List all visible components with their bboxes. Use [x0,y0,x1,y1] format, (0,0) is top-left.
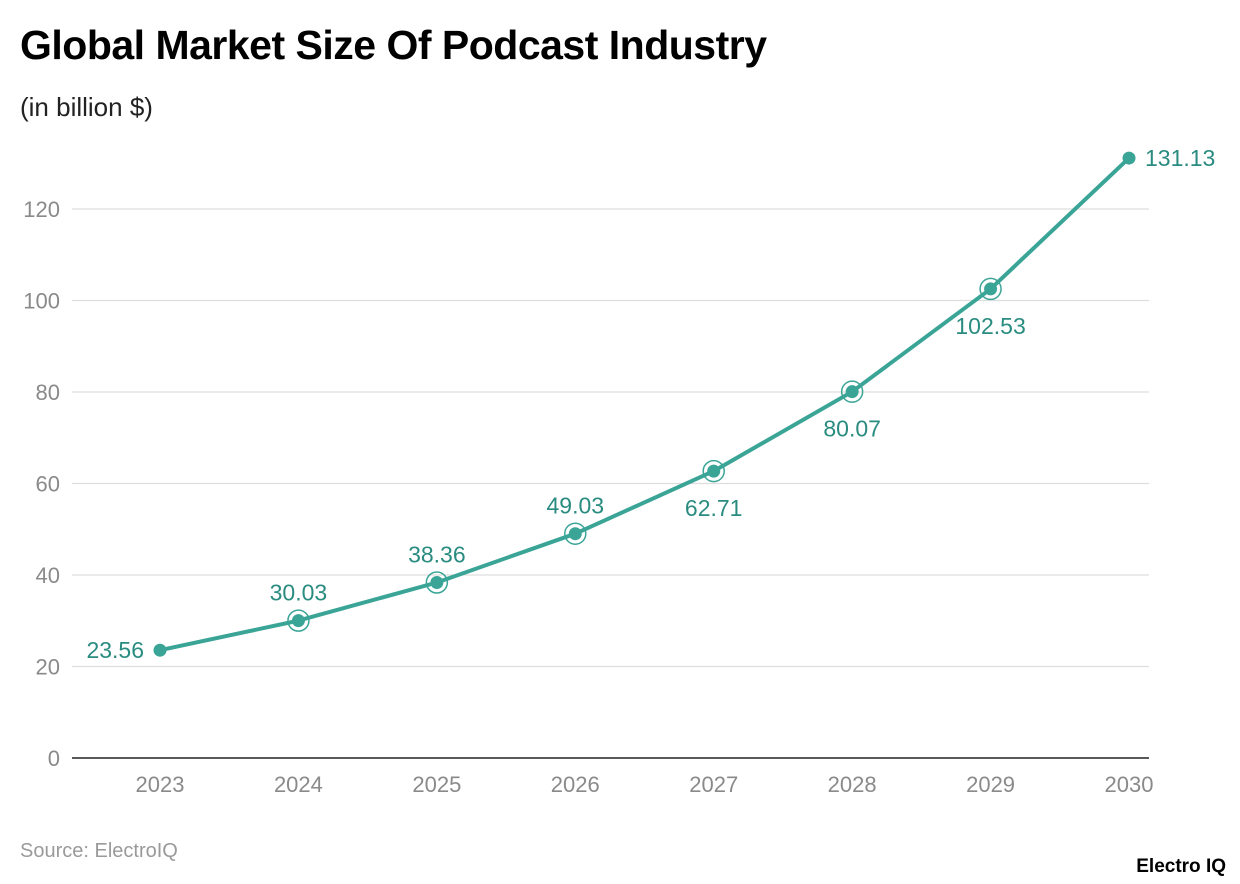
x-tick-label: 2026 [551,772,600,797]
source-note: Source: ElectroIQ [20,840,178,862]
data-label: 62.71 [685,495,743,521]
data-label: 80.07 [823,416,881,442]
data-point [291,614,305,628]
data-point-ring [702,459,725,483]
data-point-ring [564,522,587,545]
y-tick-label: 20 [36,655,60,680]
data-point [707,464,721,478]
data-point-ring [840,380,864,403]
data-label: 102.53 [955,313,1025,339]
y-tick-label: 80 [36,380,60,405]
data-label: 38.36 [408,542,466,568]
chart-title: Global Market Size Of Podcast Industry [20,22,767,68]
data-point [845,385,859,399]
data-point [153,643,167,657]
x-tick-label: 2030 [1105,772,1154,797]
y-tick-label: 60 [36,472,60,497]
x-axis-ticks: 2023 2024 2025 2026 2027 2028 2029 2030 [136,772,1154,797]
data-point-ring [425,571,449,594]
series-line [158,156,1131,653]
y-axis-ticks: 0 20 40 60 80 100 120 [23,197,60,771]
data-point [568,527,582,541]
chart-subtitle: (in billion $) [20,92,153,122]
series-layer [153,151,1136,657]
data-point [430,576,444,590]
data-point-ring [287,609,310,632]
brand-logo: Electro IQ [1136,856,1226,877]
x-tick-label: 2024 [274,772,323,797]
y-tick-label: 0 [48,746,60,771]
data-point-ring [979,277,1002,301]
x-tick-label: 2025 [412,772,461,797]
x-tick-label: 2027 [689,772,738,797]
y-tick-label: 100 [23,289,60,314]
data-label: 49.03 [547,493,605,519]
data-point [984,282,998,296]
x-tick-label: 2023 [136,772,185,797]
x-tick-label: 2029 [966,772,1015,797]
data-label: 131.13 [1145,145,1215,171]
data-labels: 23.56 30.03 38.36 49.03 62.71 80.07 102.53 131.… [86,145,1215,663]
y-tick-label: 120 [23,197,60,222]
grid-layer [72,208,1149,759]
data-point [1122,151,1136,165]
data-label: 23.56 [86,637,144,663]
x-tick-label: 2028 [828,772,877,797]
data-label: 30.03 [270,580,328,606]
y-tick-label: 40 [36,563,60,588]
